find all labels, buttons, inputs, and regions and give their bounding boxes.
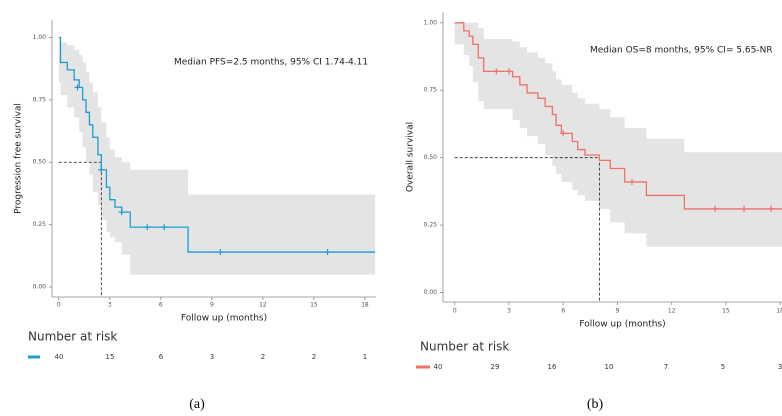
caption: (a) (189, 397, 205, 412)
risk-number: 3 (210, 353, 214, 361)
confidence-band (58, 37, 376, 275)
risk-title: Number at risk (28, 330, 117, 344)
risk-number: 40 (434, 363, 443, 371)
risk-number: 16 (548, 363, 557, 371)
censor-mark (741, 205, 748, 212)
x-tick-label: 18 (776, 308, 782, 315)
y-tick-label: 0.00 (424, 289, 438, 296)
y-tick-label: 0.25 (424, 222, 438, 229)
y-axis-title: Progression free survival (14, 103, 24, 214)
caption: (b) (587, 397, 604, 412)
censor-mark (493, 68, 500, 75)
censor-mark (712, 205, 719, 212)
annotation: Median OS=8 months, 95% CI= 5.65-NR (590, 46, 773, 56)
x-tick-label: 0 (57, 302, 61, 309)
x-tick-label: 3 (108, 302, 112, 309)
x-tick-label: 3 (507, 308, 511, 315)
censor-mark (144, 224, 151, 231)
x-tick-label: 9 (616, 308, 620, 315)
annotation: Median PFS=2.5 months, 95% CI 1.74-4.11 (174, 58, 368, 68)
censor-mark (324, 249, 331, 256)
y-tick-label: 0.75 (33, 96, 47, 103)
risk-number: 3 (778, 363, 782, 371)
risk-number: 1 (363, 353, 367, 361)
survival-curve (454, 22, 782, 210)
x-tick-label: 6 (561, 308, 565, 315)
risk-number: 6 (159, 353, 164, 361)
y-tick-label: 0.25 (33, 221, 47, 228)
x-axis-title: Follow up (months) (181, 314, 267, 324)
censor-mark (628, 178, 635, 185)
censor-mark (74, 84, 81, 91)
x-tick-label: 9 (210, 302, 214, 309)
x-tick-label: 12 (668, 308, 676, 315)
y-tick-label: 1.00 (424, 19, 438, 26)
censor-mark (768, 205, 775, 212)
risk-number: 40 (55, 353, 64, 361)
y-tick-label: 0.50 (424, 154, 438, 161)
confidence-band (454, 22, 782, 247)
y-tick-label: 1.00 (33, 34, 47, 41)
y-tick-label: 0.75 (424, 87, 438, 94)
y-axis-title: Overall survival (406, 122, 416, 192)
y-tick-label: 0.50 (33, 159, 47, 166)
censor-mark (505, 68, 512, 75)
risk-number: 29 (491, 363, 500, 371)
x-axis-title: Follow up (months) (579, 320, 665, 330)
censor-mark (98, 166, 105, 173)
risk-title: Number at risk (420, 340, 509, 354)
y-tick-label: 0.00 (33, 284, 47, 291)
risk-number: 2 (261, 353, 265, 361)
x-tick-label: 12 (259, 302, 267, 309)
x-tick-label: 6 (159, 302, 163, 309)
risk-number: 2 (312, 353, 316, 361)
x-tick-label: 15 (310, 302, 318, 309)
censor-mark (118, 209, 125, 216)
risk-number: 10 (605, 363, 614, 371)
risk-number: 5 (721, 363, 725, 371)
x-tick-label: 18 (361, 302, 369, 309)
risk-number: 15 (106, 353, 115, 361)
risk-number: 7 (664, 363, 668, 371)
censor-mark (560, 130, 567, 137)
x-tick-label: 0 (453, 308, 457, 315)
censor-mark (217, 249, 224, 256)
censor-mark (161, 224, 168, 231)
x-tick-label: 15 (722, 308, 730, 315)
